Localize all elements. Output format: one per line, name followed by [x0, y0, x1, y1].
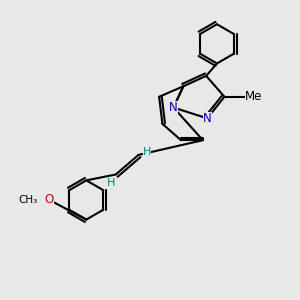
Text: CH₃: CH₃: [19, 195, 38, 205]
Text: O: O: [45, 194, 54, 206]
Text: H: H: [142, 147, 151, 157]
Text: N: N: [203, 112, 212, 125]
Text: Me: Me: [245, 90, 262, 103]
Text: N: N: [169, 101, 178, 114]
Text: H: H: [106, 178, 115, 188]
